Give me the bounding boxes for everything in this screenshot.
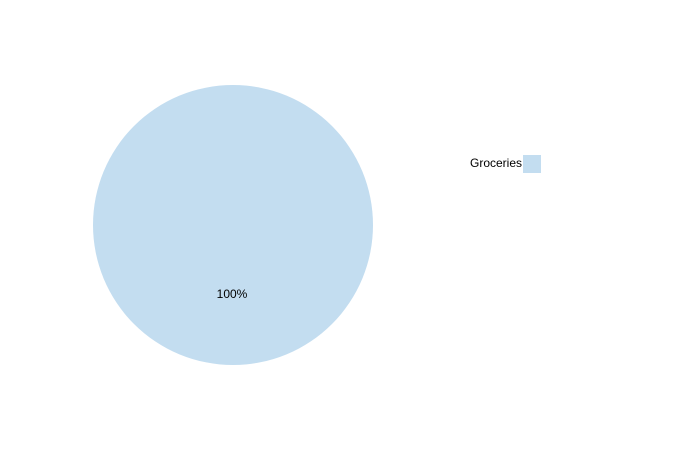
pie-slice bbox=[93, 85, 373, 365]
slice-label: 100% bbox=[217, 287, 248, 301]
legend-label: Groceries bbox=[470, 156, 522, 170]
legend-swatch bbox=[523, 155, 541, 173]
